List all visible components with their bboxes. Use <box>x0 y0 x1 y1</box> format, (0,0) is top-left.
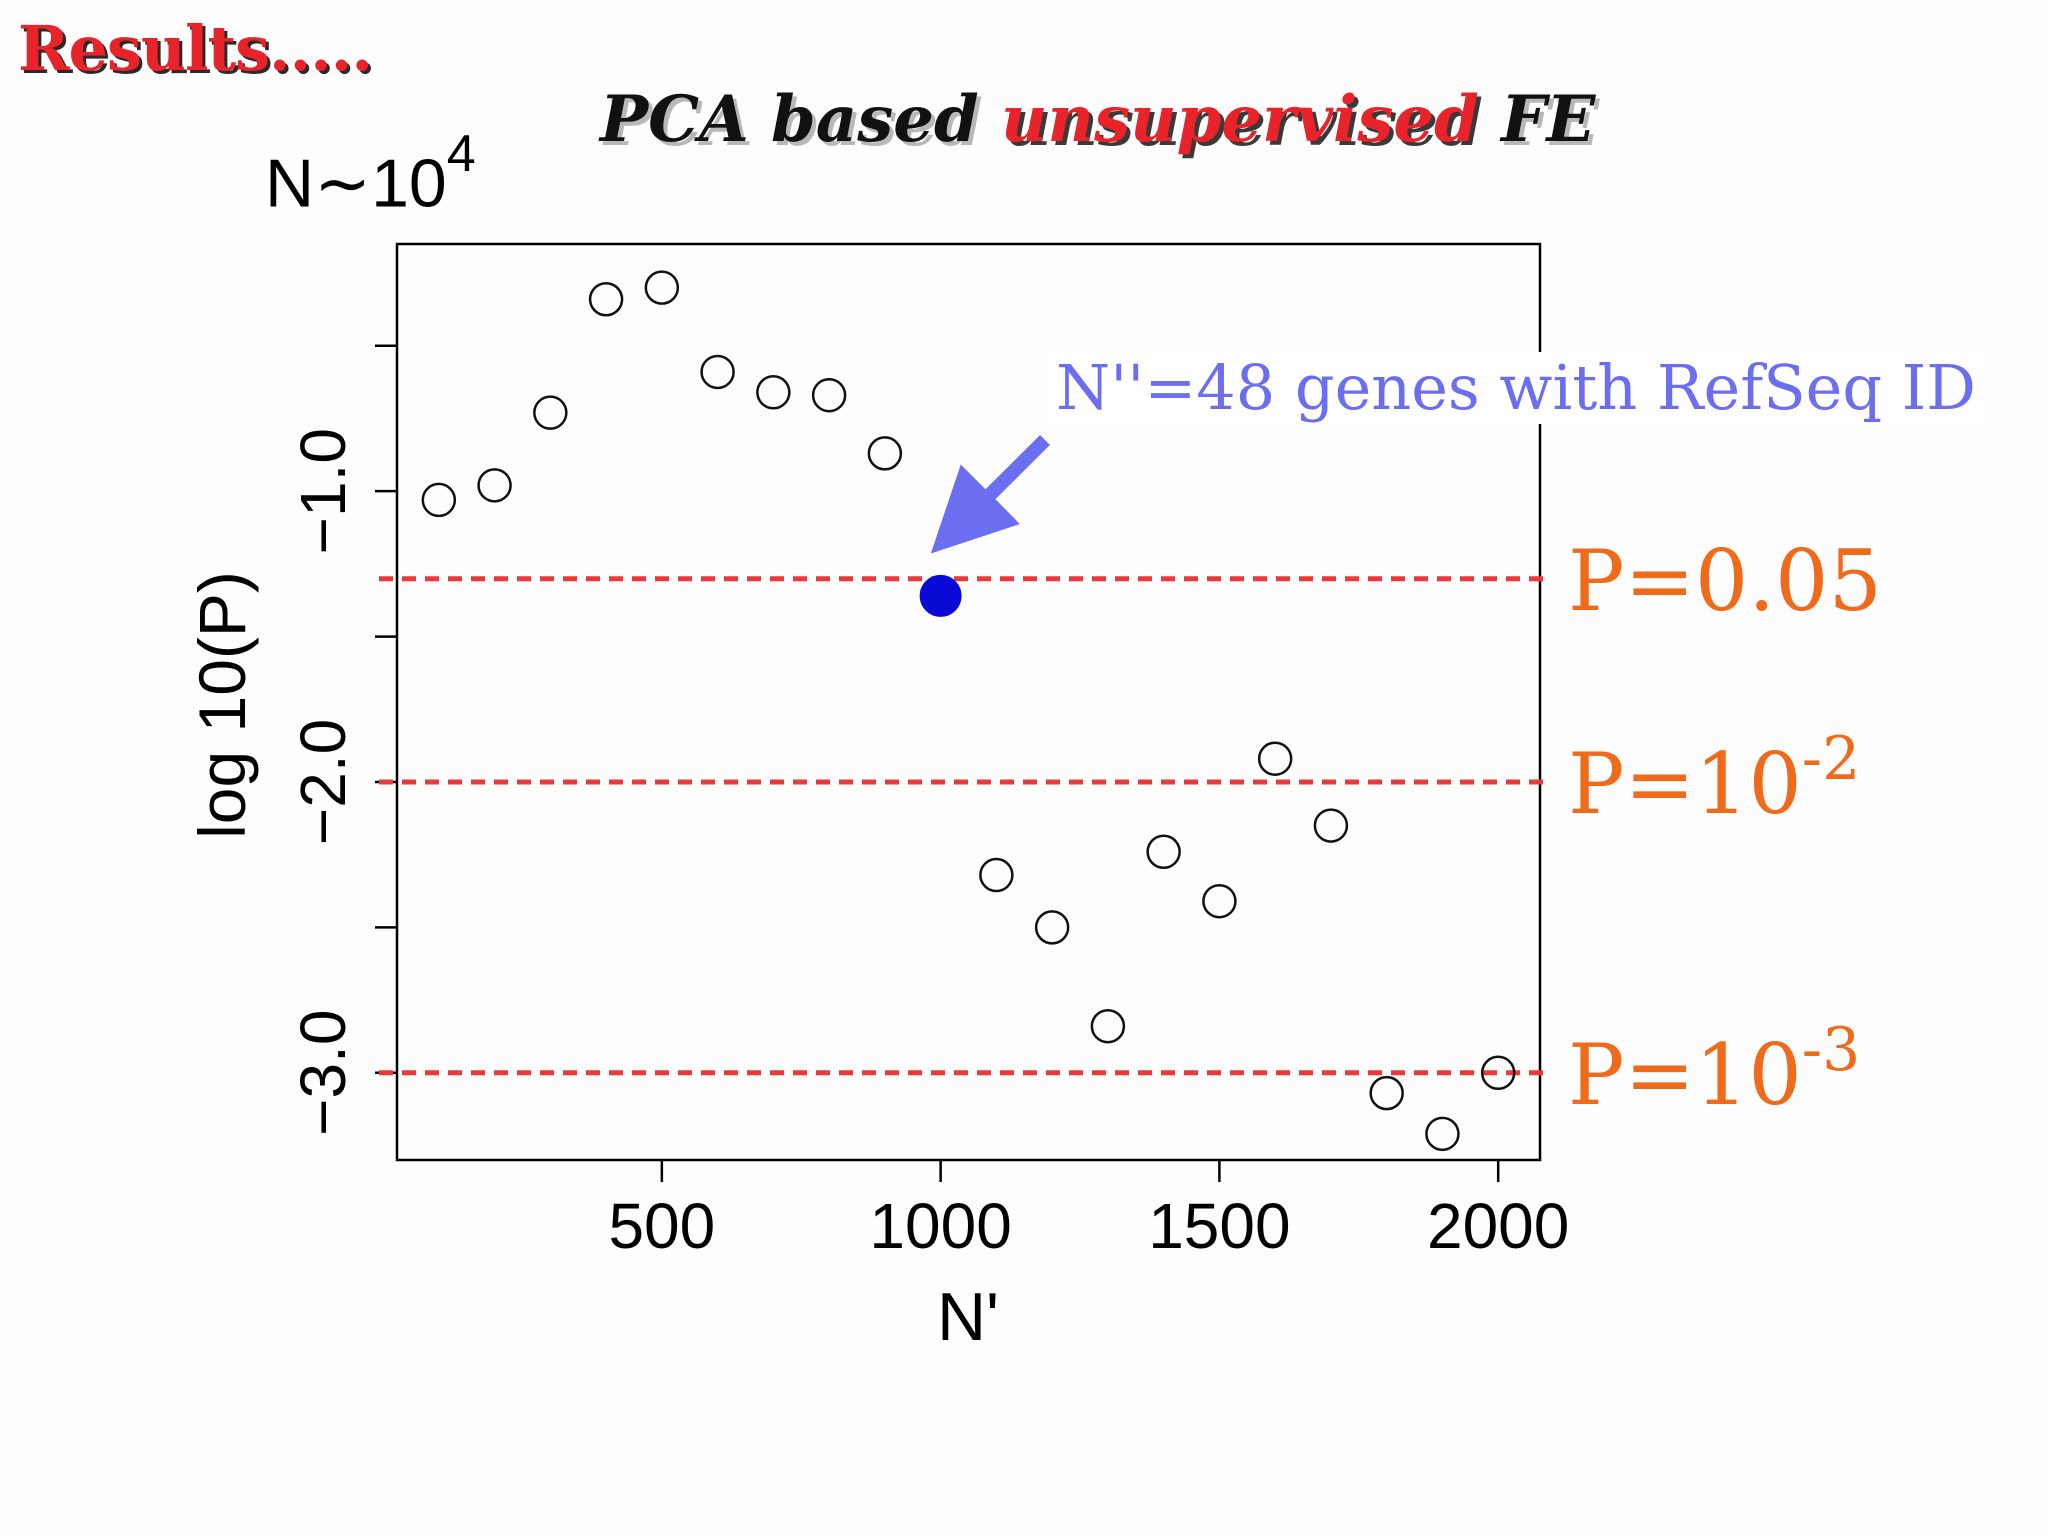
sample-size-exponent: 4 <box>446 125 476 183</box>
threshold-label-exponent: -3 <box>1801 1014 1861 1085</box>
annotation-label: N''=48 genes with RefSeq ID <box>1050 352 1982 425</box>
x-tick-label: 2000 <box>1427 1190 1569 1262</box>
data-point <box>1369 1075 1404 1111</box>
x-tick-label: 500 <box>608 1190 715 1262</box>
data-point <box>588 282 624 317</box>
data-point <box>1146 834 1181 870</box>
data-point <box>1090 1008 1126 1044</box>
threshold-label: P=10-3 <box>1568 1020 1860 1117</box>
x-tick-label: 1500 <box>1148 1190 1290 1262</box>
data-point <box>1480 1055 1516 1091</box>
threshold-label: P=10-2 <box>1568 729 1860 826</box>
data-point <box>756 375 791 410</box>
x-axis-label: N' <box>937 1279 999 1355</box>
data-point <box>1257 741 1293 776</box>
threshold-label: P=0.05 <box>1568 539 1882 623</box>
threshold-label-exponent: -2 <box>1801 723 1861 794</box>
results-heading: Results..... <box>18 12 373 85</box>
x-axis: 500 1000 1500 2000 <box>608 1160 1569 1262</box>
subtitle-part-2: unsupervised <box>1001 82 1479 157</box>
data-point <box>1202 883 1237 919</box>
data-point <box>811 377 847 413</box>
data-point <box>867 436 903 471</box>
data-point <box>1425 1116 1460 1152</box>
sample-size-base: N∼10 <box>265 145 447 222</box>
y-axis-label: log 10(P) <box>185 571 259 839</box>
threshold-label-base: P=10 <box>1568 1025 1802 1124</box>
data-point <box>1313 808 1349 843</box>
data-point <box>700 354 735 390</box>
y-tick-label: −1.0 <box>287 428 359 554</box>
data-point <box>533 395 568 430</box>
subtitle-part-3: FE <box>1478 82 1596 157</box>
highlighted-data-point <box>919 574 962 617</box>
threshold-lines <box>379 576 1552 1076</box>
y-tick-label: −3.0 <box>287 1010 359 1136</box>
y-axis: −3.0 −2.0 −1.0 <box>287 344 397 1136</box>
threshold-label-base: P=0.05 <box>1568 531 1882 630</box>
data-point <box>421 482 457 518</box>
annotation-arrow <box>930 435 1050 554</box>
data-point <box>477 468 512 503</box>
sample-size-label: N∼104 <box>265 128 476 218</box>
y-tick-label: −2.0 <box>287 719 359 845</box>
data-point <box>979 857 1014 893</box>
plot-frame <box>395 242 1542 1162</box>
subtitle-part-1: PCA based <box>600 82 1001 157</box>
data-points <box>421 270 1516 1152</box>
slide-subtitle: PCA based unsupervised FE <box>600 88 1595 152</box>
data-point <box>1034 910 1070 945</box>
x-tick-label: 1000 <box>869 1190 1011 1262</box>
threshold-label-base: P=10 <box>1568 734 1802 833</box>
data-point <box>644 270 680 305</box>
